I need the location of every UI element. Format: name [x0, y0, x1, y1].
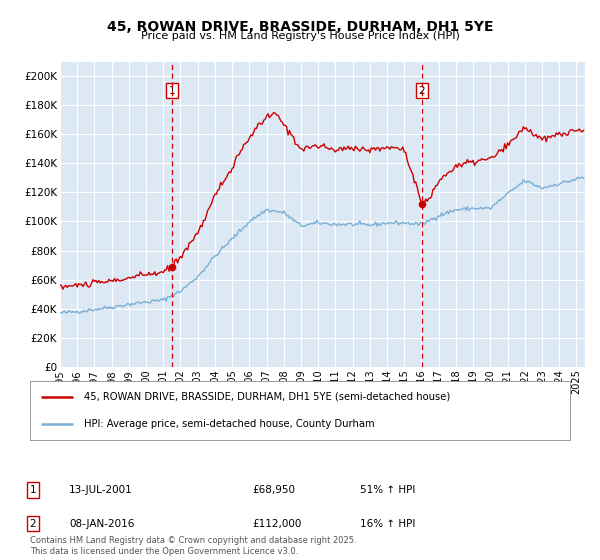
- Text: 13-JUL-2001: 13-JUL-2001: [69, 485, 133, 495]
- Text: 45, ROWAN DRIVE, BRASSIDE, DURHAM, DH1 5YE: 45, ROWAN DRIVE, BRASSIDE, DURHAM, DH1 5…: [107, 20, 493, 34]
- Text: 51% ↑ HPI: 51% ↑ HPI: [360, 485, 415, 495]
- Text: 1: 1: [169, 86, 176, 96]
- Text: Contains HM Land Registry data © Crown copyright and database right 2025.
This d: Contains HM Land Registry data © Crown c…: [30, 536, 356, 556]
- Text: £112,000: £112,000: [252, 519, 301, 529]
- Text: 16% ↑ HPI: 16% ↑ HPI: [360, 519, 415, 529]
- Text: 2: 2: [419, 86, 425, 96]
- Text: 1: 1: [29, 485, 37, 495]
- Text: 08-JAN-2016: 08-JAN-2016: [69, 519, 134, 529]
- Text: Price paid vs. HM Land Registry's House Price Index (HPI): Price paid vs. HM Land Registry's House …: [140, 31, 460, 41]
- Text: HPI: Average price, semi-detached house, County Durham: HPI: Average price, semi-detached house,…: [84, 419, 374, 429]
- Text: £68,950: £68,950: [252, 485, 295, 495]
- Text: 45, ROWAN DRIVE, BRASSIDE, DURHAM, DH1 5YE (semi-detached house): 45, ROWAN DRIVE, BRASSIDE, DURHAM, DH1 5…: [84, 391, 450, 402]
- Text: 2: 2: [29, 519, 37, 529]
